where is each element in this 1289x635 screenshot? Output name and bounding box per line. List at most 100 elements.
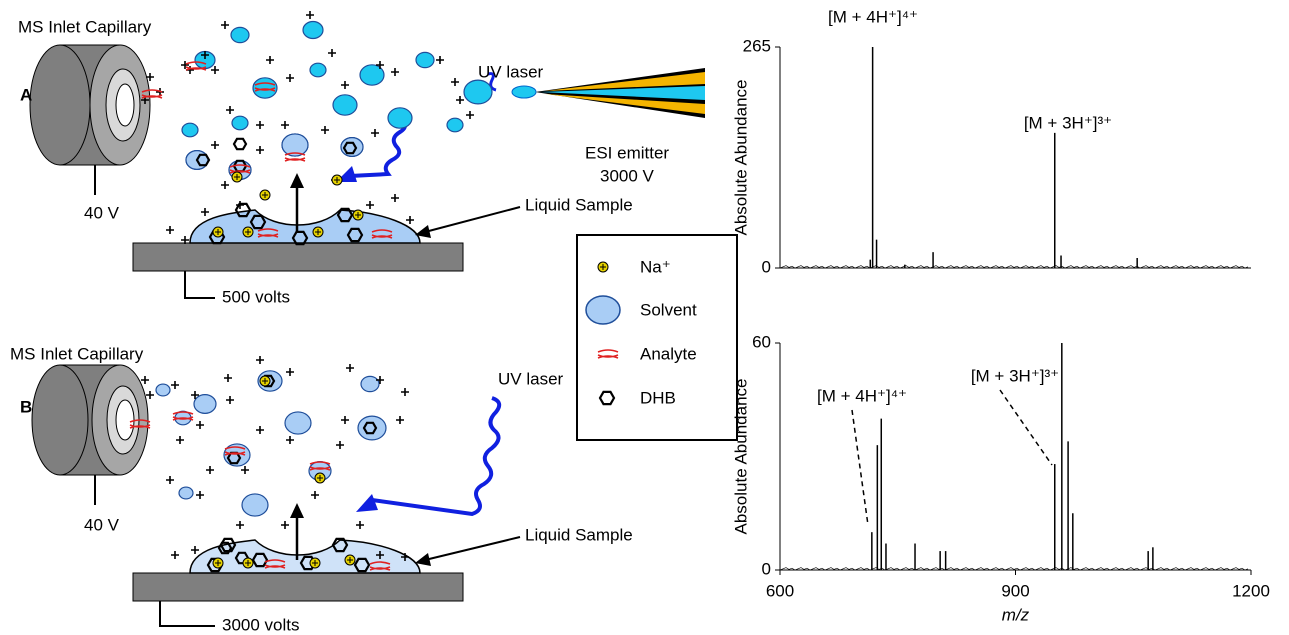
peak-annotation: [M + 4H⁺]⁴⁺: [817, 386, 907, 405]
analyte: [284, 152, 306, 162]
analyte: [309, 461, 331, 471]
panel-b: MS Inlet Capillary B 40 V 3000 volts UV …: [10, 344, 633, 634]
charge: [176, 436, 184, 444]
dhb: [346, 227, 364, 243]
y-axis-title: Absolute Abundance: [731, 80, 750, 236]
droplet: [357, 415, 387, 441]
voltage-label: 40 V: [84, 515, 120, 534]
charge: [356, 521, 364, 529]
dhb: [219, 537, 237, 553]
charge: [456, 96, 464, 104]
droplet: [332, 94, 358, 116]
droplet: [155, 383, 171, 397]
plate: [132, 242, 464, 272]
laser: [371, 396, 502, 517]
charge: [401, 553, 409, 561]
laser-label: UV laser: [478, 62, 544, 81]
charge: [451, 78, 459, 86]
analyte: [371, 229, 393, 239]
charge: [171, 381, 179, 389]
x-tick-label: 600: [766, 581, 794, 600]
droplet: [284, 411, 312, 435]
capillary: [29, 44, 91, 166]
voltage-label: 3000 V: [600, 166, 655, 185]
sodium-plus: [317, 475, 323, 481]
analyte: [229, 164, 251, 174]
sodium-plus: [600, 264, 606, 270]
legend-label: Na⁺: [640, 257, 671, 276]
charge: [321, 126, 329, 134]
emitter: [545, 94, 705, 114]
charge: [286, 436, 294, 444]
charge: [146, 73, 154, 81]
charge: [346, 364, 354, 372]
droplet: [231, 115, 249, 131]
legend-solvent: [585, 295, 621, 325]
charge: [336, 441, 344, 449]
sodium-plus: [245, 560, 251, 566]
dhb: [336, 207, 354, 223]
arrow: [424, 536, 521, 561]
panel-label: A: [20, 85, 32, 104]
charge: [226, 106, 234, 114]
y-tick-label: 0: [762, 257, 771, 276]
laser-label: UV laser: [498, 369, 564, 388]
droplet: [178, 486, 194, 500]
sodium-plus: [262, 192, 268, 198]
charge: [391, 68, 399, 76]
arrow-head: [415, 225, 431, 238]
charge: [221, 21, 229, 29]
capillary: [31, 364, 89, 476]
leader-line: [999, 389, 1053, 466]
capillary: [115, 399, 135, 441]
charge: [341, 416, 349, 424]
x-axis-title: m/z: [1002, 605, 1030, 624]
analyte: [264, 559, 286, 569]
analyte: [369, 561, 391, 571]
y-axis-title: Absolute Abundance: [731, 379, 750, 535]
y-tick-label: 265: [743, 36, 771, 55]
droplet: [241, 493, 269, 517]
charge: [141, 376, 149, 384]
charge: [256, 356, 264, 364]
charge: [196, 491, 204, 499]
analyte: [597, 349, 619, 359]
x-tick-label: 900: [1001, 581, 1029, 600]
charge: [226, 396, 234, 404]
charge: [206, 466, 214, 474]
charge: [376, 61, 384, 69]
charge: [241, 466, 249, 474]
analyte: [257, 228, 279, 238]
leader-line: [851, 409, 869, 526]
laser-head: [356, 494, 378, 512]
emitter-label: ESI emitter: [585, 143, 669, 162]
charge: [266, 56, 274, 64]
droplet: [463, 79, 493, 105]
charge: [191, 546, 199, 554]
charge: [376, 551, 384, 559]
charge: [306, 11, 314, 19]
charge: [191, 391, 199, 399]
droplet: [359, 64, 385, 86]
y-tick-label: 60: [752, 332, 771, 351]
emitter: [540, 86, 705, 100]
icons: [129, 11, 621, 573]
charge: [166, 226, 174, 234]
emitter: [545, 72, 705, 91]
droplet: [446, 117, 464, 133]
sample-label: Liquid Sample: [525, 525, 633, 544]
dhb: [251, 552, 269, 568]
charge: [311, 491, 319, 499]
sodium-plus: [215, 560, 221, 566]
charge: [181, 236, 189, 244]
dhb: [598, 390, 616, 406]
charge: [436, 56, 444, 64]
charge: [366, 201, 374, 209]
dhb: [291, 230, 309, 246]
charge: [256, 426, 264, 434]
capillary-label: MS Inlet Capillary: [18, 17, 152, 36]
wire: [184, 271, 215, 299]
charge: [171, 551, 179, 559]
sodium-plus: [355, 212, 361, 218]
voltage-label: 3000 volts: [222, 615, 300, 634]
